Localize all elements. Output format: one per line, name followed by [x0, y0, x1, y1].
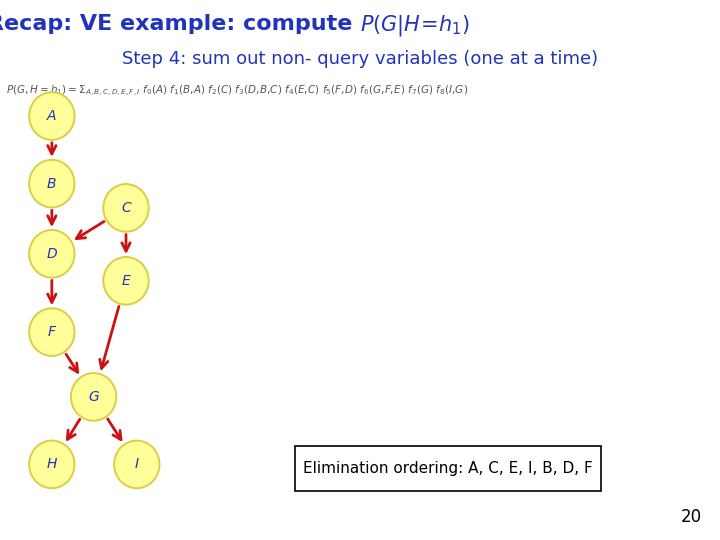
Text: Elimination ordering: A, C, E, I, B, D, F: Elimination ordering: A, C, E, I, B, D, … [303, 461, 593, 476]
Ellipse shape [104, 184, 148, 232]
Ellipse shape [29, 308, 75, 356]
Text: F: F [48, 325, 56, 339]
Text: C: C [121, 201, 131, 215]
Text: $P(G|H\!=\!h_1)$: $P(G|H\!=\!h_1)$ [360, 14, 470, 38]
Text: B: B [47, 177, 57, 191]
Ellipse shape [114, 441, 160, 488]
Ellipse shape [29, 230, 75, 278]
Text: $P(G, H{=}h_1) = \Sigma_{A,B,C,D,E,F,I}$$ \ f_0(A) \ f_1(B,\!A) \ f_2(C) \ f_3(D: $P(G, H{=}h_1) = \Sigma_{A,B,C,D,E,F,I}$… [6, 84, 468, 99]
Ellipse shape [71, 373, 117, 421]
Text: Recap: VE example: compute: Recap: VE example: compute [0, 14, 360, 33]
Ellipse shape [29, 441, 75, 488]
FancyBboxPatch shape [295, 446, 601, 491]
Text: A: A [47, 109, 57, 123]
Ellipse shape [104, 257, 148, 305]
Text: I: I [135, 457, 139, 471]
Text: D: D [47, 247, 57, 261]
Text: E: E [122, 274, 130, 288]
Text: 20: 20 [681, 509, 702, 526]
Text: G: G [89, 390, 99, 404]
Text: Step 4: sum out non- query variables (one at a time): Step 4: sum out non- query variables (on… [122, 50, 598, 68]
Ellipse shape [29, 92, 75, 140]
Text: H: H [47, 457, 57, 471]
Ellipse shape [29, 160, 75, 207]
